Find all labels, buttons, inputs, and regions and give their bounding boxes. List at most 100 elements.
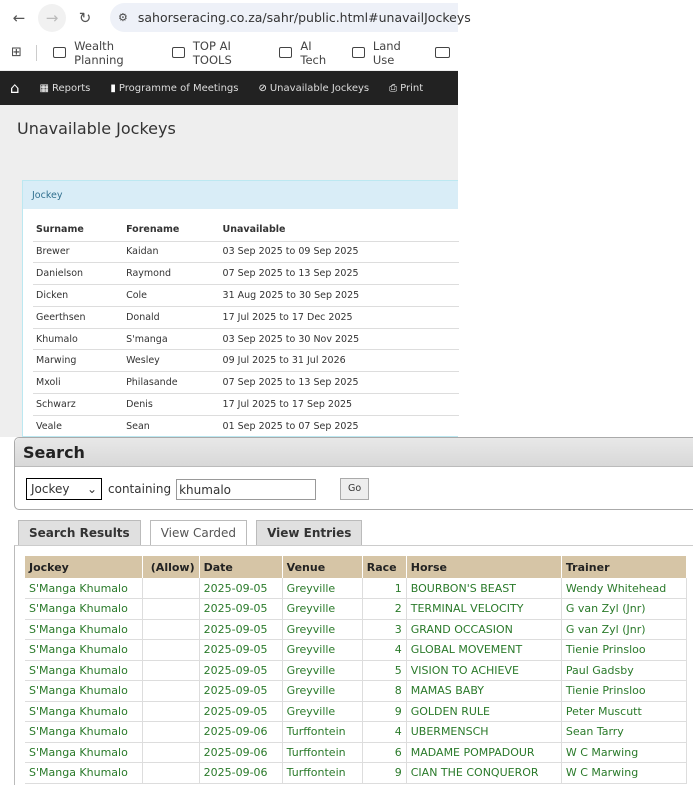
table-row: Mxoli Philasande 07 Sep 2025 to 13 Sep 202… (33, 371, 459, 395)
folder-icon (52, 47, 67, 58)
table-cell: 01 Sep 2025 to 07 Sep 2025 (219, 415, 459, 438)
tab-view-carded[interactable]: View Carded (149, 520, 248, 546)
grid-icon: ▦ (39, 82, 49, 94)
folder-icon (351, 47, 365, 58)
column-header[interactable]: Venue (282, 556, 363, 578)
search-field-select[interactable]: Jockey ⌄ (26, 478, 102, 500)
table-cell: S'Manga Khumalo (25, 742, 143, 763)
table-row: Geerthsen Donald 17 Jul 2025 to 17 Dec 202… (33, 306, 459, 329)
table-cell: S'Manga Khumalo (25, 680, 143, 702)
address-bar[interactable]: ⚙ sahorseracing.co.za/sahr/public.html#u… (110, 3, 471, 32)
panel-heading: Jockey (23, 181, 458, 209)
bookmarks-bar: ⊞ Wealth Planning TOP AI TOOLS AI Tech L… (0, 35, 458, 70)
table-cell: S'Manga Khumalo (25, 578, 143, 599)
table-cell: Kaidan (123, 241, 220, 264)
table-cell: Khumalo (33, 328, 124, 351)
column-header[interactable]: Date (199, 556, 283, 578)
go-button[interactable]: Go (340, 478, 370, 500)
nav-print[interactable]: ⎙ Print (389, 83, 423, 94)
table-cell: Raymond (123, 262, 220, 286)
table-row: Schwarz Denis 17 Jul 2025 to 17 Sep 2025 (33, 393, 459, 416)
table-cell: Marwing (33, 349, 124, 373)
results-container: Jockey (Allow) Date Venue Race Horse Trainer S'… (14, 545, 693, 785)
divider (35, 44, 37, 61)
table-cell: W C Marwing (561, 742, 688, 763)
table-cell: 07 Sep 2025 to 13 Sep 2025 (219, 262, 459, 286)
browser-window: ← → ↻ ⚙ sahorseracing.co.za/sahr/public.… (0, 0, 471, 438)
home-icon[interactable]: ⌂ (10, 79, 20, 97)
site-settings-icon[interactable]: ⚙ (118, 11, 128, 24)
back-icon[interactable]: ← (12, 8, 26, 27)
table-cell: 4 (362, 721, 407, 743)
unavailable-jockeys-table: Surname Forename Unavailable Brewer Kaidan 03… (33, 219, 459, 438)
table-cell: 2025-09-05 (199, 701, 283, 722)
table-cell: Brewer (33, 241, 124, 264)
apps-icon[interactable]: ⊞ (11, 45, 22, 60)
tab-view-entries[interactable]: View Entries (256, 520, 363, 545)
jockey-panel: Jockey Surname Forename Unavailable Brewer K… (22, 180, 459, 438)
reload-icon[interactable]: ↻ (78, 8, 92, 27)
folder-icon (435, 47, 450, 58)
select-value: Jockey (31, 482, 70, 496)
bookmark-folder[interactable]: Land Use (351, 39, 419, 67)
nav-label: Programme of Meetings (118, 82, 239, 94)
table-cell: Greyville (282, 680, 363, 702)
nav-label: Print (400, 82, 424, 94)
column-header: Forename (123, 219, 220, 242)
nav-label: Reports (51, 82, 91, 94)
table-cell (142, 660, 200, 681)
column-header[interactable]: Race (362, 556, 407, 578)
table-cell: 2025-09-05 (199, 578, 283, 599)
bookmark-folder[interactable]: AI Tech (279, 39, 335, 67)
table-cell (142, 762, 200, 784)
table-cell: 6 (362, 742, 407, 763)
table-cell: Paul Gadsby (561, 660, 688, 681)
table-row: S'Manga Khumalo 2025-09-06 Turffontein 4 UBE… (25, 721, 688, 743)
table-row: S'Manga Khumalo 2025-09-05 Greyville 9 GOLDE… (25, 701, 688, 722)
table-cell: 1 (362, 578, 407, 599)
tab-search-results[interactable]: Search Results (18, 520, 141, 545)
table-cell: S'Manga Khumalo (25, 762, 143, 784)
table-cell (142, 721, 200, 743)
table-cell: G van Zyl (Jnr) (561, 598, 688, 620)
table-cell: Mxoli (33, 371, 124, 395)
column-header[interactable]: Horse (406, 556, 562, 578)
table-cell: S'Manga Khumalo (25, 619, 143, 640)
table-cell: Greyville (282, 578, 363, 599)
table-cell: Turffontein (282, 742, 363, 763)
table-cell: 8 (362, 680, 407, 702)
forward-icon[interactable]: → (38, 3, 66, 32)
table-cell: Peter Muscutt (561, 701, 688, 722)
column-header[interactable]: Jockey (25, 556, 143, 578)
bookmark-folder[interactable]: Wealth Planning (52, 39, 156, 67)
table-cell: Turffontein (282, 721, 363, 743)
table-cell: Greyville (282, 598, 363, 620)
bookmark-folder[interactable]: TOP AI TOOLS (171, 39, 264, 67)
book-icon: ▮ (110, 82, 116, 94)
url-text: sahorseracing.co.za/sahr/public.html#una… (137, 10, 471, 25)
table-cell: Tienie Prinsloo (561, 639, 688, 661)
nav-programme[interactable]: ▮ Programme of Meetings (110, 83, 238, 94)
column-header[interactable]: Trainer (561, 556, 688, 578)
table-cell: MADAME POMPADOUR (406, 742, 562, 763)
table-cell: GRAND OCCASION (406, 619, 562, 640)
table-cell: S'Manga Khumalo (25, 660, 143, 681)
table-cell: Schwarz (33, 393, 124, 416)
search-input[interactable]: khumalo (176, 478, 317, 500)
chevron-down-icon: ⌄ (86, 482, 97, 496)
table-cell (142, 598, 200, 620)
containing-label: containing (108, 482, 172, 496)
table-row: Brewer Kaidan 03 Sep 2025 to 09 Sep 2025 (33, 241, 459, 264)
nav-unavailable-jockeys[interactable]: ⊘ Unavailable Jockeys (258, 83, 369, 94)
table-cell: 2025-09-05 (199, 660, 283, 681)
column-header[interactable]: (Allow) (142, 556, 200, 578)
table-cell: CIAN THE CONQUEROR (406, 762, 562, 784)
table-cell: 09 Jul 2025 to 31 Jul 2026 (219, 349, 459, 373)
table-cell (142, 742, 200, 763)
column-header: Unavailable (219, 219, 459, 242)
table-row: S'Manga Khumalo 2025-09-05 Greyville 1 BOURB… (25, 578, 688, 599)
bookmark-folder[interactable] (435, 47, 458, 58)
table-cell: 03 Sep 2025 to 30 Nov 2025 (219, 328, 459, 351)
table-cell: 2025-09-06 (199, 742, 283, 763)
nav-reports[interactable]: ▦ Reports (40, 83, 91, 94)
